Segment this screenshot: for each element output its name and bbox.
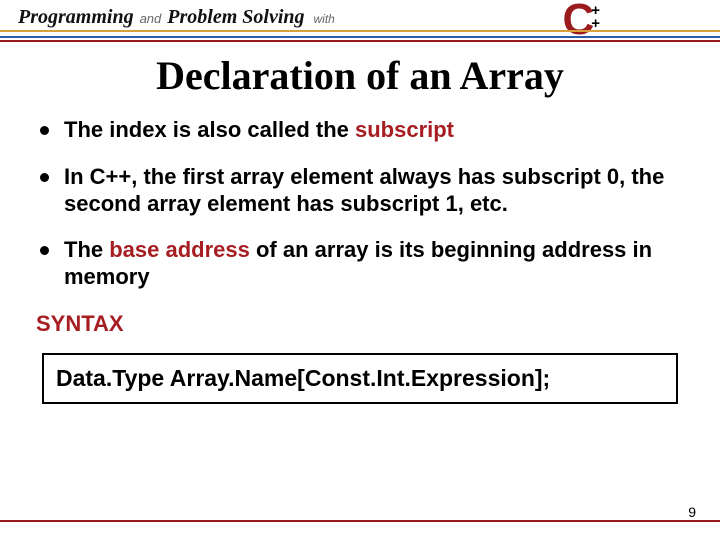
header-rule-blue: [0, 36, 720, 38]
syntax-box: Data.Type Array.Name[Const.Int.Expressio…: [42, 353, 678, 404]
bullet-text-pre: In C++, the first array element always h…: [64, 164, 664, 216]
header-word-problem-solving: Problem Solving: [167, 6, 304, 29]
slide-title: Declaration of an Array: [0, 52, 720, 99]
cpp-plus-icon: +: [591, 17, 600, 31]
header-rule-red: [0, 40, 720, 42]
header-title-group: Programming and Problem Solving with: [18, 6, 335, 29]
slide-content: The index is also called the subscript I…: [0, 99, 720, 404]
syntax-text: Data.Type Array.Name[Const.Int.Expressio…: [56, 365, 550, 391]
bullet-text-pre: The: [64, 237, 109, 262]
bullet-list: The index is also called the subscript I…: [36, 117, 684, 291]
cpp-logo-plusplus: + +: [591, 4, 600, 31]
footer-rule: [0, 520, 720, 522]
slide-header: Programming and Problem Solving with C +…: [0, 0, 720, 46]
page-number: 9: [688, 504, 696, 520]
header-word-with: with: [314, 12, 335, 26]
bullet-text-highlight: subscript: [355, 117, 454, 142]
bullet-item: The index is also called the subscript: [36, 117, 684, 144]
bullet-text-highlight: base address: [109, 237, 250, 262]
bullet-item: In C++, the first array element always h…: [36, 164, 684, 218]
bullet-text-pre: The index is also called the: [64, 117, 355, 142]
header-rule-orange: [0, 30, 720, 32]
header-word-programming: Programming: [18, 6, 134, 29]
syntax-label: SYNTAX: [36, 311, 684, 337]
header-word-and: and: [140, 11, 162, 26]
bullet-item: The base address of an array is its begi…: [36, 237, 684, 291]
